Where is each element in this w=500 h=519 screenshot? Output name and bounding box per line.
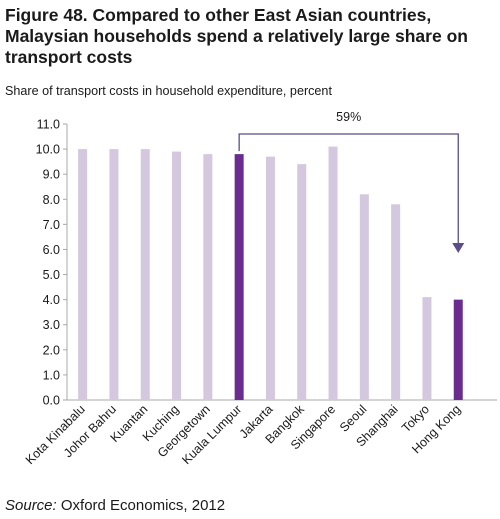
y-tick-label: 0.0: [43, 394, 60, 408]
bar: [234, 154, 244, 400]
y-tick-label: 7.0: [43, 218, 60, 232]
y-tick-label: 10.0: [36, 143, 60, 157]
y-tick-label: 2.0: [43, 343, 60, 357]
annotation-arrow-line: [238, 133, 459, 245]
bar: [140, 149, 150, 400]
y-axis: 0.0 1.0 2.0 3.0 4.0 5.0 6.0 7.0 8.0 9.0 10.0 11.0: [36, 118, 497, 408]
annotation-label: 59%: [336, 110, 361, 124]
y-tick-label: 6.0: [43, 243, 60, 257]
y-tick-label: 3.0: [43, 318, 60, 332]
y-tick-label: 9.0: [43, 168, 60, 182]
y-tick-label: 8.0: [43, 193, 60, 207]
y-tick-label: 5.0: [43, 268, 60, 282]
y-tick-label: 1.0: [43, 368, 60, 382]
annotation: 59%: [238, 110, 465, 253]
bar: [109, 149, 119, 400]
source-text: Oxford Economics, 2012: [56, 497, 226, 514]
bar: [391, 204, 401, 400]
bar: [172, 151, 182, 400]
bar: [422, 297, 432, 400]
bar: [328, 146, 338, 400]
bar: [453, 299, 463, 400]
bars: [78, 146, 463, 400]
bar: [359, 194, 369, 400]
annotation-arrow-head: [452, 243, 465, 253]
source-note: Source: Oxford Economics, 2012: [5, 497, 225, 514]
bar: [297, 164, 307, 400]
chart-title: Figure 48. Compared to other East Asian …: [5, 5, 468, 67]
y-tick-label: 4.0: [43, 293, 60, 307]
bar: [203, 154, 213, 400]
y-tick-label: 11.0: [37, 118, 60, 132]
bar: [265, 156, 275, 400]
source-label: Source:: [5, 497, 57, 514]
bar: [78, 149, 88, 400]
chart-subtitle: Share of transport costs in household ex…: [5, 84, 332, 98]
